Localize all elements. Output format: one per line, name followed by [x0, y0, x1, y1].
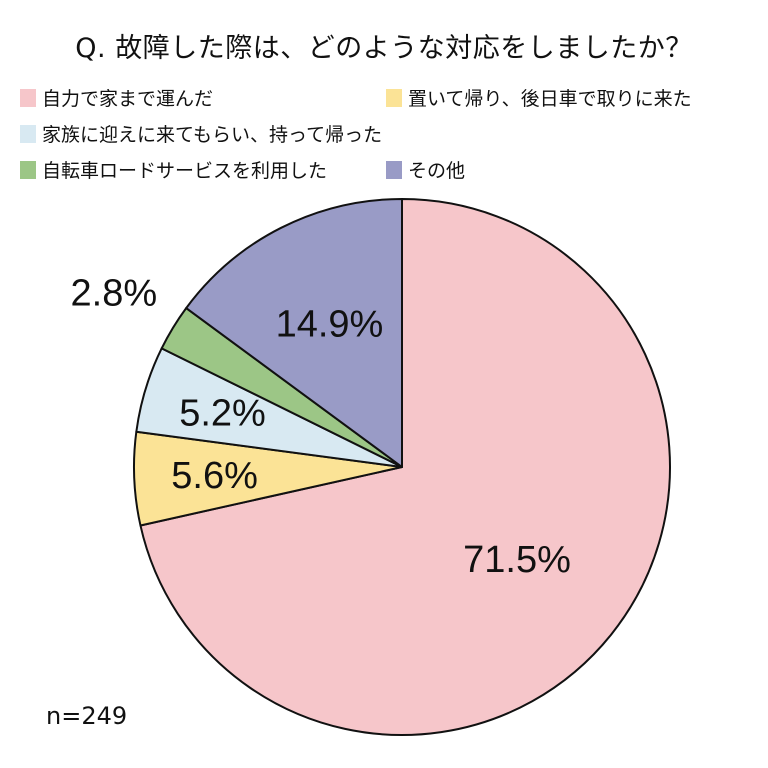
slice-value-label: 5.2% — [179, 392, 266, 434]
slice-value-label: 14.9% — [276, 303, 384, 345]
legend-swatch — [386, 160, 402, 179]
chart-title: Q. 故障した際は、どのような対応をしましたか？ — [75, 33, 693, 64]
legend-label: 自転車ロードサービスを利用した — [42, 160, 328, 182]
sample-size: n=249 — [46, 702, 128, 730]
slice-value-label: 2.8% — [71, 273, 158, 315]
legend-item-road-service: 自転車ロードサービスを利用した — [20, 156, 327, 183]
legend-label: 家族に迎えに来てもらい、持って帰った — [42, 124, 383, 146]
legend-item-family: 家族に迎えに来てもらい、持って帰った — [20, 120, 382, 147]
legend-swatch — [20, 124, 36, 143]
legend-item-left-behind: 置いて帰り、後日車で取りに来た — [386, 84, 692, 111]
legend-swatch — [20, 88, 36, 107]
legend-swatch — [20, 160, 36, 179]
legend-item-self: 自力で家まで運んだ — [20, 84, 213, 111]
legend-swatch — [386, 88, 402, 107]
legend-label: その他 — [408, 160, 466, 182]
legend-label: 自力で家まで運んだ — [42, 88, 214, 110]
pie-slice — [185, 198, 403, 468]
legend-label: 置いて帰り、後日車で取りに来た — [408, 88, 692, 110]
pie-slice — [139, 198, 671, 736]
slice-value-label: 5.6% — [171, 455, 258, 497]
legend-item-other: その他 — [386, 156, 465, 183]
slice-value-label: 71.5% — [463, 539, 571, 581]
